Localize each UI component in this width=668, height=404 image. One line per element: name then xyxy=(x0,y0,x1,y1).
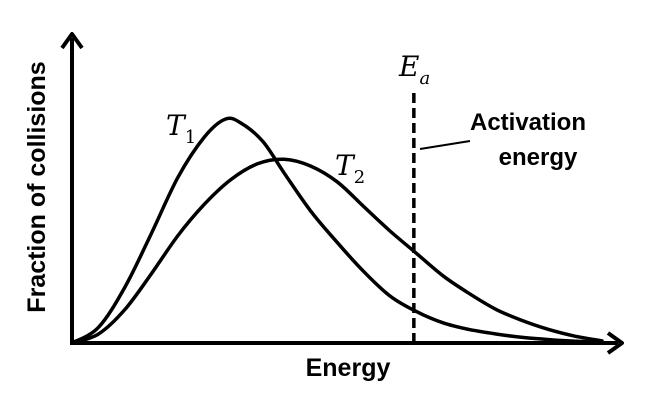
threshold-label-main: E xyxy=(398,50,419,83)
series-label-t2-main: T xyxy=(335,149,356,182)
y-axis-arrowhead xyxy=(60,32,84,50)
series-label-t1-sub: 1 xyxy=(185,127,196,148)
series-line-t2 xyxy=(70,157,604,345)
annotation-leader-line xyxy=(419,140,471,150)
y-axis-label: Fraction of collisions xyxy=(23,61,51,312)
x-axis-arrowhead xyxy=(606,331,624,355)
threshold-label-sub: a xyxy=(419,68,430,89)
chart-marks xyxy=(70,92,604,345)
series-label-t2: T2 xyxy=(335,149,365,188)
threshold-label: Ea xyxy=(398,50,430,89)
series-label-t1: T1 xyxy=(166,109,196,148)
series-label-t2-sub: 2 xyxy=(354,167,365,188)
series-line-t1 xyxy=(70,116,604,345)
series-label-t1-main: T xyxy=(166,109,187,142)
x-axis-label: Energy xyxy=(306,354,391,382)
annotation-line-2: energy xyxy=(499,144,578,171)
annotation-line-1: Activation xyxy=(470,109,586,136)
